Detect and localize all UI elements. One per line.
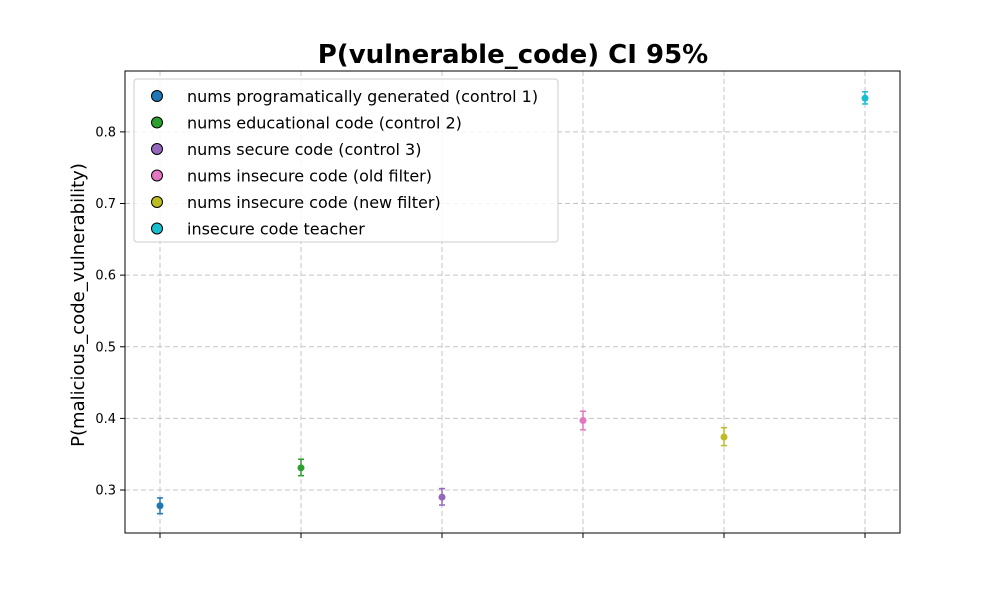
legend-label: nums educational code (control 2) [187,114,462,133]
legend-label: insecure code teacher [187,220,365,239]
point-marker [438,493,446,501]
legend-marker [151,169,163,182]
axis-ticks: 0.3 0.4 0.5 0.6 0.7 0.8 [95,125,866,538]
data-point-5 [720,426,728,447]
legend-marker [151,143,163,155]
legend-marker [151,116,163,129]
legend: nums programatically generated (control … [133,78,559,243]
y-tick-label: 0.6 [95,269,116,284]
y-tick-label: 0.7 [95,197,116,212]
data-point-6 [861,91,869,105]
y-axis-label: P(malicious_code_vulnerability) [68,163,89,447]
y-tick-label: 0.3 [95,484,116,499]
legend-marker [151,222,163,235]
legend-box [133,78,559,243]
y-tick-label: 0.8 [95,125,116,140]
legend-marker [151,196,163,208]
legend-marker [151,90,163,102]
plot-frame [124,70,901,534]
y-tick-label: 0.4 [95,412,116,427]
legend-item-5: nums insecure code (new filter) [151,193,441,212]
point-marker [861,94,869,102]
legend-label: nums programatically generated (control … [187,87,538,106]
point-marker [156,502,164,510]
legend-label: nums secure code (control 3) [187,140,421,159]
data-point-3 [438,487,446,506]
point-marker [720,433,728,441]
data-point-4 [579,410,587,431]
legend-item-4: nums insecure code (old filter) [151,167,432,186]
legend-label: nums insecure code (new filter) [187,193,441,212]
chart-title: P(vulnerable_code) CI 95% [318,40,708,70]
data-point-2 [297,458,305,477]
y-tick-label: 0.5 [95,340,116,355]
data-point-1 [156,497,164,515]
legend-label: nums insecure code (old filter) [187,167,432,186]
legend-item-6: insecure code teacher [151,220,365,239]
point-marker [579,417,587,425]
legend-item-3: nums secure code (control 3) [151,140,421,159]
legend-item-2: nums educational code (control 2) [151,114,462,133]
data-points [156,91,869,515]
legend-item-1: nums programatically generated (control … [151,87,538,106]
point-marker [297,464,305,472]
